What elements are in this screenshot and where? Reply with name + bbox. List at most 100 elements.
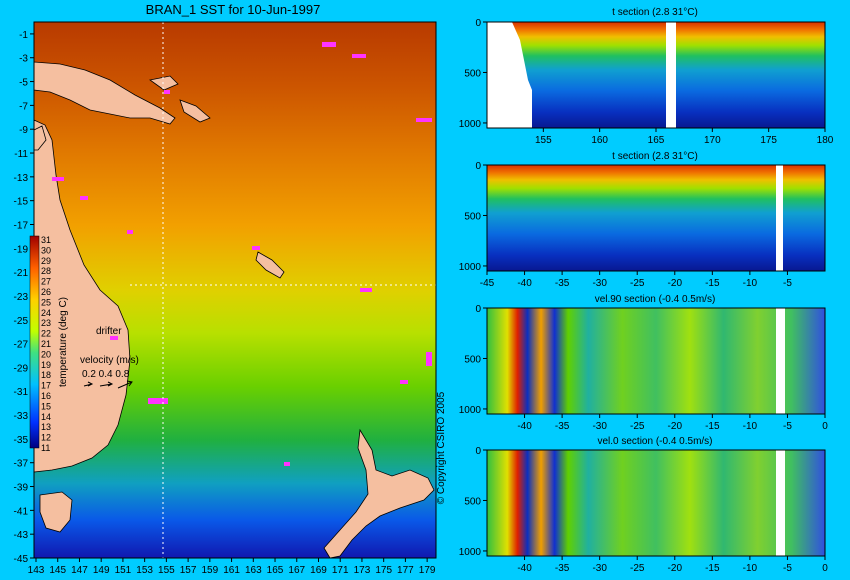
section-y-tick-label: 0 [475, 304, 481, 315]
section-title: t section (2.8 31°C) [612, 7, 698, 18]
section-field [487, 22, 825, 128]
colorbar-tick-label: 11 [41, 443, 50, 453]
map-x-tick-label: 147 [71, 565, 88, 576]
velocity-scale-arrows [83, 380, 133, 389]
map-y-tick-label: -1 [19, 30, 28, 41]
section-x-axis: -40 -35 -30 -25 -20 -15 -10 -5 0 [517, 414, 828, 432]
vel-90-section: vel.90 section (-0.4 0.5m/s) -40 -35 -30 -2… [459, 294, 828, 432]
colorbar-tick-label: 23 [41, 318, 51, 328]
section-x-tick-label: -40 [517, 421, 532, 432]
section-x-tick-label: -40 [517, 563, 532, 574]
colorbar-tick-label: 19 [41, 360, 51, 370]
colorbar-label: temperature (deg C) [58, 297, 69, 387]
drifter-marker [127, 230, 133, 234]
section-title: t section (2.8 31°C) [612, 151, 698, 162]
new-guinea-land [33, 61, 176, 125]
section-x-tick-label: -25 [630, 278, 645, 289]
section-x-tick-label: -15 [705, 563, 720, 574]
map-y-tick-label: -9 [19, 125, 28, 136]
section-x-tick-label: 155 [535, 135, 552, 146]
tasmania-land [39, 491, 73, 533]
drifter-legend-label: drifter [96, 326, 122, 337]
seafloor-mask [776, 308, 785, 414]
section-x-tick-label: -15 [705, 278, 720, 289]
colorbar-tick-label: 12 [41, 433, 51, 443]
section-x-tick-label: -40 [517, 278, 532, 289]
section-x-tick-label: -15 [705, 421, 720, 432]
section-frame [486, 164, 826, 272]
drifter-marker [164, 90, 170, 94]
colorbar-tick-label: 25 [41, 297, 51, 307]
map-x-tick-label: 161 [223, 565, 240, 576]
map-y-tick-label: -13 [14, 173, 29, 184]
seafloor-mask [487, 22, 532, 128]
drifter-marker [400, 380, 408, 384]
section-frame [486, 449, 826, 557]
colorbar-tick-label: 22 [41, 329, 51, 339]
section-x-tick-label: -30 [592, 421, 607, 432]
colorbar-tick-label: 28 [41, 266, 51, 276]
section-y-tick-label: 500 [464, 68, 481, 79]
map-x-tick-label: 173 [354, 565, 371, 576]
t-section-2: t section (2.8 31°C) -45 -40 -35 -30 -25 -20-… [459, 151, 826, 289]
section-y-tick-label: 500 [464, 496, 481, 507]
map-y-tick-label: -35 [14, 435, 29, 446]
map-x-tick-label: 169 [310, 565, 327, 576]
drifter-marker [322, 42, 336, 47]
map-x-tick-label: 159 [201, 565, 218, 576]
colorbar-tick-label: 27 [41, 277, 51, 287]
velocity-legend-label: velocity (m/s) [80, 355, 139, 366]
velocity-arrow [117, 380, 133, 389]
colorbar-tick-label: 18 [41, 370, 51, 380]
section-y-tick-label: 0 [475, 446, 481, 457]
drifter-marker [80, 196, 88, 200]
seafloor-mask [666, 22, 676, 128]
section-x-tick-label: -30 [592, 278, 607, 289]
section-x-tick-label: -30 [592, 563, 607, 574]
section-title: vel.0 section (-0.4 0.5m/s) [597, 436, 712, 447]
section-title: vel.90 section (-0.4 0.5m/s) [595, 294, 716, 305]
map-y-axis: -1 -3 -5 -7 -9 -11 -13 -15 -17 -19 -21 -23 -25 -27 -29… [14, 30, 34, 565]
map-x-tick-label: 155 [158, 565, 175, 576]
colorbar-tick-label: 24 [41, 308, 51, 318]
new-zealand-land [323, 428, 435, 559]
map-x-tick-label: 143 [28, 565, 45, 576]
map-x-tick-label: 149 [93, 565, 110, 576]
map-x-tick-label: 145 [49, 565, 66, 576]
section-x-tick-label: -5 [783, 278, 792, 289]
map-x-tick-label: 165 [267, 565, 284, 576]
map-y-tick-label: -5 [19, 78, 28, 89]
map-y-tick-label: -39 [14, 483, 29, 494]
section-x-tick-label: -35 [555, 278, 570, 289]
map-x-tick-label: 151 [115, 565, 132, 576]
section-x-tick-label: -20 [668, 421, 683, 432]
copyright-text: © Copyright CSIRO 2005 [436, 391, 447, 504]
solomon-islands-land [179, 99, 211, 123]
velocity-arrow [83, 381, 94, 387]
section-x-tick-label: 175 [760, 135, 777, 146]
map-x-tick-label: 171 [332, 565, 349, 576]
section-y-tick-label: 500 [464, 211, 481, 222]
section-x-tick-label: -20 [668, 563, 683, 574]
new-caledonia-land [255, 251, 285, 279]
colorbar [29, 235, 40, 449]
section-x-tick-label: -5 [783, 421, 792, 432]
drifter-marker [416, 118, 432, 122]
section-x-tick-label: -20 [668, 278, 683, 289]
map-y-tick-label: -11 [14, 149, 28, 160]
section-x-tick-label: -35 [555, 421, 570, 432]
section-x-tick-label: 0 [822, 563, 828, 574]
map-y-tick-label: -7 [19, 101, 28, 112]
colorbar-tick-label: 30 [41, 245, 51, 255]
section-y-axis: 0 500 1000 [459, 161, 487, 273]
seafloor-mask [776, 450, 785, 556]
map-y-tick-label: -41 [14, 506, 29, 517]
colorbar-tick-label: 31 [41, 235, 51, 245]
map-x-tick-label: 157 [180, 565, 197, 576]
colorbar-tick-label: 13 [41, 422, 51, 432]
map-x-tick-label: 167 [288, 565, 305, 576]
section-y-tick-label: 1000 [459, 119, 482, 130]
section-y-axis: 0 500 1000 [459, 304, 487, 416]
map-y-tick-label: -37 [14, 459, 29, 470]
section-x-tick-label: 160 [591, 135, 608, 146]
